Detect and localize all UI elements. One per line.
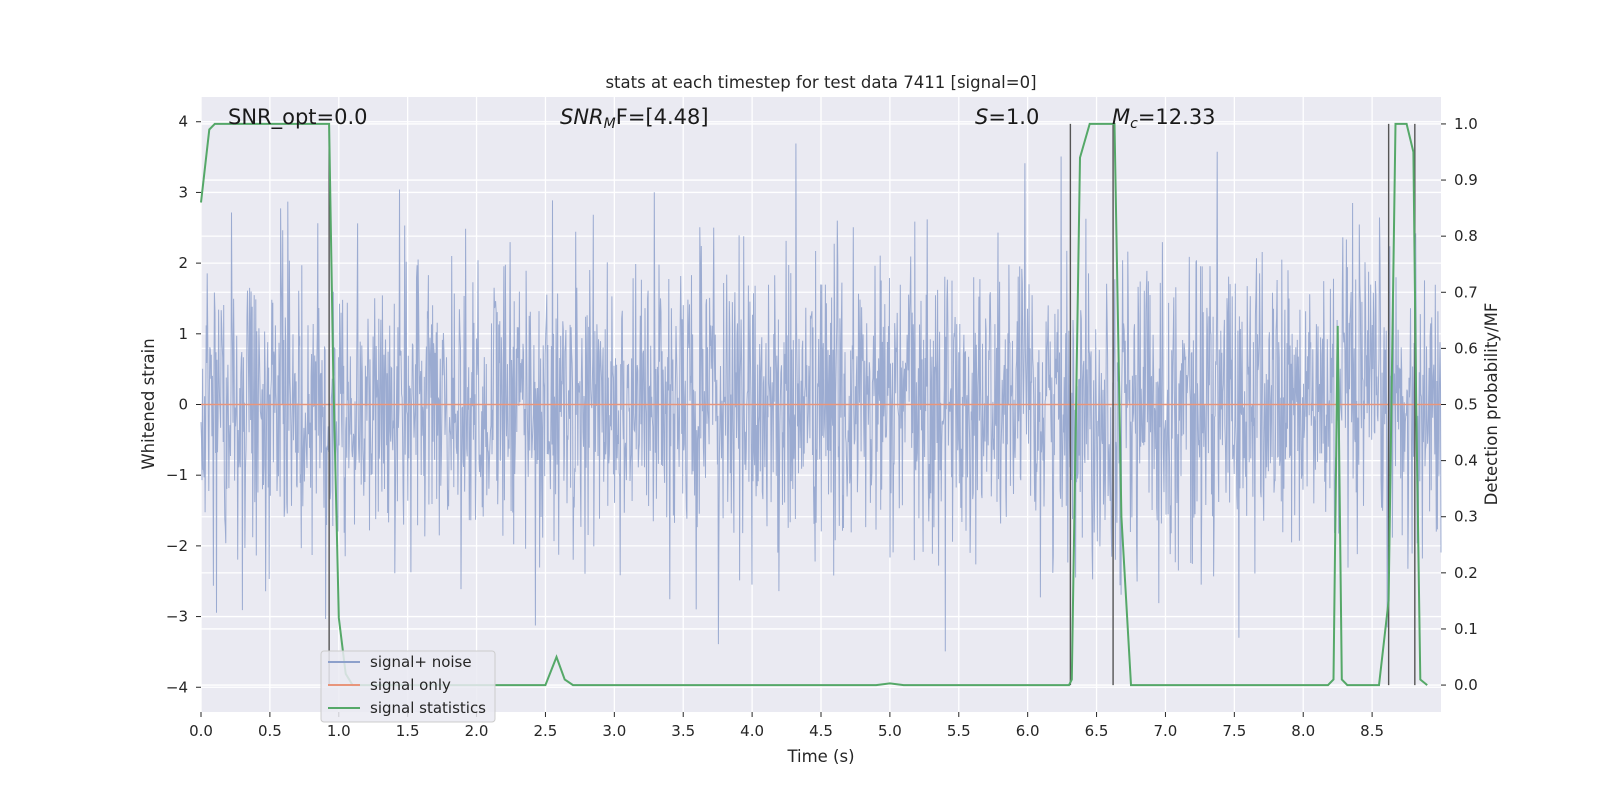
signal-statistics-line [200,122,1428,687]
chart-title: stats at each timestep for test data 741… [605,73,1036,92]
signal-statistics-series [200,122,1428,687]
x-tick-labels: 0.0 0.5 1.0 1.5 2.0 2.5 3.0 3.5 4.0 4.5 5.0 5.5 6.0 6… [189,712,1384,740]
y2-axis-label: Detection probability/MF [1482,303,1501,506]
y-tick-label: −2 [166,537,188,555]
annotation-mc: Mc=12.33 [1112,105,1216,132]
x-tick-label: 0.5 [258,722,282,740]
signal-noise-series [200,143,1442,652]
legend: signal+ noise signal only signal statist… [320,650,496,723]
y2-tick-label: 0.3 [1454,508,1478,526]
x-tick-label: 1.0 [327,722,351,740]
y2-tick-label: 0.8 [1454,227,1478,245]
x-tick-label: 6.5 [1085,722,1109,740]
y2-tick-label: 0.6 [1454,339,1478,357]
x-tick-label: 0.0 [189,722,213,740]
y2-tick-label: 0.1 [1454,620,1478,638]
x-axis-label: Time (s) [786,747,854,766]
y-tick-label: −3 [166,608,188,626]
y-tick-labels: 4 3 2 1 0 −1 −2 −3 −4 [166,113,201,696]
y2-tick-labels: 1.0 0.9 0.8 0.7 0.6 0.5 0.4 0.3 0.2 0.1 0.0 [1441,115,1478,694]
y-tick-label: 1 [178,325,188,343]
y-axis-label: Whitened strain [139,338,158,469]
y-tick-label: 0 [178,396,188,414]
signal-noise-line [200,143,1442,652]
x-tick-label: 1.5 [396,722,420,740]
x-tick-label: 4.0 [740,722,764,740]
y2-tick-label: 0.7 [1454,283,1478,301]
x-tick-label: 2.5 [534,722,558,740]
annotation-snr-opt: SNR_opt=0.0 [228,105,368,130]
y2-tick-label: 0.9 [1454,171,1478,189]
x-tick-label: 8.0 [1291,722,1315,740]
y-tick-label: 2 [178,254,188,272]
y2-tick-label: 0.4 [1454,452,1478,470]
y2-tick-label: 0.0 [1454,676,1478,694]
y-tick-label: 4 [178,113,188,131]
legend-label-signal-statistics: signal statistics [370,699,486,717]
x-tick-label: 4.5 [809,722,833,740]
y2-tick-label: 0.2 [1454,564,1478,582]
x-tick-label: 8.5 [1360,722,1384,740]
annotation-s: S=1.0 [975,105,1039,129]
y-tick-label: −1 [166,466,188,484]
x-tick-label: 7.5 [1222,722,1246,740]
legend-label-signal-noise: signal+ noise [370,653,472,671]
y-tick-label: 3 [178,183,188,201]
y-tick-label: −4 [166,678,188,696]
x-tick-label: 6.0 [1016,722,1040,740]
legend-label-signal-only: signal only [370,676,451,694]
legend-box [320,650,496,723]
x-tick-label: 5.0 [878,722,902,740]
y2-tick-label: 0.5 [1454,396,1478,414]
x-tick-label: 7.0 [1154,722,1178,740]
x-tick-label: 3.5 [671,722,695,740]
x-tick-label: 5.5 [947,722,971,740]
x-tick-label: 2.0 [465,722,489,740]
annotation-snr-mf: SNRMF=[4.48] [560,105,709,132]
y2-tick-label: 1.0 [1454,115,1478,133]
x-tick-label: 3.0 [602,722,626,740]
